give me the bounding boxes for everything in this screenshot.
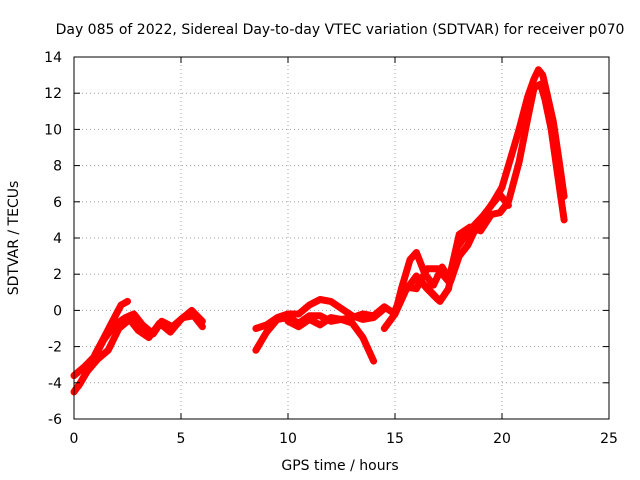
y-tick-label: 14 (44, 50, 62, 66)
x-axis-label: GPS time / hours (281, 458, 398, 474)
y-tick-label: 10 (44, 122, 62, 138)
data-series-9 (419, 191, 512, 305)
y-tick-label: 4 (53, 231, 62, 247)
y-axis-label: SDTVAR / TECUs (6, 181, 22, 296)
axis-ticks (73, 56, 610, 420)
y-tick-labels: -6 -4 -2 0 2 4 6 8 10 12 14 (44, 50, 62, 428)
x-tick-label: 0 (70, 431, 79, 447)
y-tick-label: -6 (48, 412, 62, 428)
chart-title: Day 085 of 2022, Sidereal Day-to-day VTE… (56, 22, 625, 38)
y-tick-label: 2 (53, 267, 62, 283)
y-tick-label: 0 (53, 303, 62, 319)
x-tick-labels: 0 5 10 15 20 25 (70, 431, 618, 447)
x-tick-label: 5 (177, 431, 186, 447)
data-series-5 (252, 296, 388, 332)
data-series-6 (284, 272, 442, 331)
x-tick-label: 25 (600, 431, 618, 447)
chart-grid (74, 57, 609, 419)
y-tick-label: 8 (53, 159, 62, 175)
y-tick-label: 12 (44, 86, 62, 102)
y-tick-label: 6 (53, 195, 62, 211)
x-tick-label: 20 (493, 431, 511, 447)
x-tick-label: 10 (279, 431, 297, 447)
y-tick-label: -4 (48, 376, 62, 392)
data-traces (70, 66, 568, 396)
data-series-8 (391, 80, 568, 314)
data-series-3 (74, 306, 206, 390)
y-tick-label: -2 (48, 340, 62, 356)
x-tick-label: 15 (386, 431, 404, 447)
